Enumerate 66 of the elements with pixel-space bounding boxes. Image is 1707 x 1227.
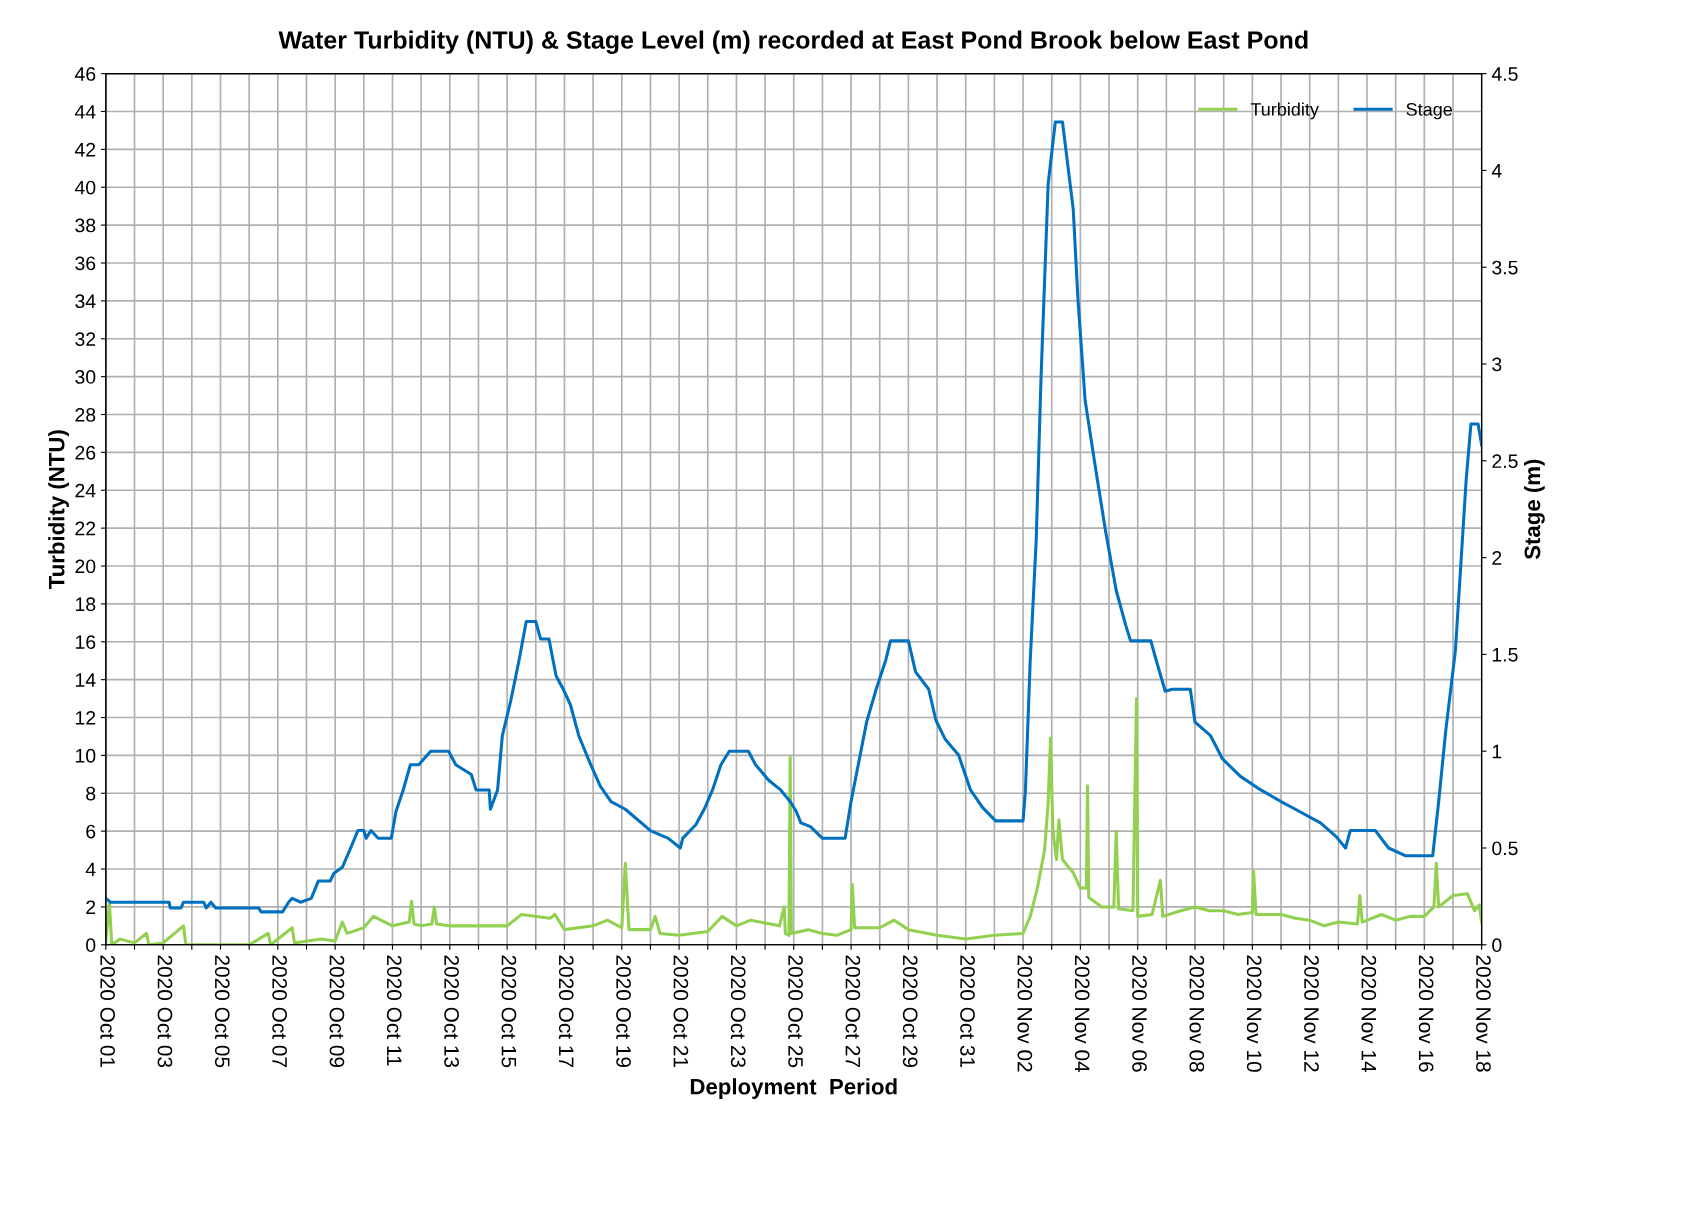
y-tick-label: 24 xyxy=(75,483,96,498)
y2-tick-label: 1 xyxy=(1492,744,1502,759)
y2-tick-label: 4 xyxy=(1491,164,1502,178)
x-tick-label: 2020 Nov 10 xyxy=(1246,955,1262,1072)
y-tick-label: 26 xyxy=(75,445,96,460)
y-tick-label: 12 xyxy=(75,711,96,725)
x-tick-label: 2020 Oct 07 xyxy=(272,955,287,1067)
y-tick-label: 44 xyxy=(74,105,96,119)
x-tick-label: 2020 Oct 25 xyxy=(788,955,803,1068)
y-tick-label: 22 xyxy=(75,521,96,536)
x-tick-label: 2020 Oct 03 xyxy=(157,955,173,1068)
legend-label: Stage xyxy=(1406,102,1452,120)
x-tick-label: 2020 Nov 04 xyxy=(1074,955,1090,1073)
x-tick-label: 2020 Oct 01 xyxy=(100,955,115,1067)
x-tick-label: 2020 Oct 19 xyxy=(616,955,631,1068)
x-axis-title: Deployment Period xyxy=(690,1078,897,1099)
y2-tick-label: 0 xyxy=(1492,938,1502,953)
y-tick-label: 10 xyxy=(75,748,96,763)
x-tick-label: 2020 Oct 13 xyxy=(444,955,459,1068)
y2-tick-label: 1.5 xyxy=(1492,648,1518,662)
x-tick-label: 2020 Oct 21 xyxy=(673,955,689,1067)
y2-axis-title: Stage (m) xyxy=(1523,459,1545,560)
y2-tick-label: 2.5 xyxy=(1492,454,1518,469)
y-tick-label: 16 xyxy=(75,635,96,650)
x-tick-label: 2020 Oct 29 xyxy=(902,955,918,1068)
y-tick-label: 28 xyxy=(75,407,96,422)
legend-label: Turbidity xyxy=(1250,102,1319,120)
y-axis-title: Turbidity (NTU) xyxy=(48,430,69,589)
x-tick-label: 2020 Oct 05 xyxy=(214,955,230,1068)
y-tick-label: 46 xyxy=(74,67,96,81)
x-tick-label: 2020 Nov 14 xyxy=(1361,955,1377,1073)
y-tick-label: 30 xyxy=(75,370,96,384)
y2-tick-label: 0.5 xyxy=(1492,841,1518,856)
y-tick-label: 32 xyxy=(75,332,96,346)
y-tick-label: 34 xyxy=(75,294,96,309)
x-tick-label: 2020 Oct 27 xyxy=(845,955,861,1067)
x-tick-label: 2020 Oct 11 xyxy=(386,955,402,1066)
y-tick-label: 18 xyxy=(75,597,96,612)
y-tick-label: 6 xyxy=(86,824,96,839)
y-tick-label: 42 xyxy=(74,142,96,157)
x-tick-label: 2020 Oct 09 xyxy=(329,955,345,1068)
y-tick-label: 38 xyxy=(75,218,96,233)
x-tick-label: 2020 Nov 12 xyxy=(1304,955,1319,1072)
x-tick-label: 2020 Nov 18 xyxy=(1476,955,1491,1072)
y-tick-label: 20 xyxy=(75,559,96,574)
y-tick-label: 14 xyxy=(75,673,96,687)
x-tick-label: 2020 Oct 31 xyxy=(960,955,975,1067)
y2-tick-label: 2 xyxy=(1492,551,1502,565)
y-tick-label: 0 xyxy=(86,938,96,953)
chart-title: Water Turbidity (NTU) & Stage Level (m) recorded at East Pond Brook below East Pond xyxy=(278,30,1308,54)
x-tick-label: 2020 Oct 15 xyxy=(501,955,517,1068)
x-tick-label: 2020 Nov 16 xyxy=(1418,955,1434,1072)
x-tick-label: 2020 Nov 02 xyxy=(1017,955,1033,1072)
y2-tick-label: 3 xyxy=(1492,357,1502,372)
x-tick-label: 2020 Oct 17 xyxy=(558,955,574,1067)
y-tick-label: 40 xyxy=(74,180,96,195)
line-series xyxy=(105,120,1482,914)
y-tick-label: 2 xyxy=(86,900,96,914)
x-tick-label: 2020 Nov 06 xyxy=(1132,955,1147,1072)
y-tick-label: 36 xyxy=(75,256,96,271)
y-tick-label: 8 xyxy=(86,786,96,801)
y2-tick-label: 4.5 xyxy=(1491,67,1518,81)
y2-tick-label: 3.5 xyxy=(1492,260,1518,275)
x-tick-label: 2020 Nov 08 xyxy=(1189,955,1205,1072)
y-tick-label: 4 xyxy=(85,862,96,877)
x-tick-label: 2020 Oct 23 xyxy=(730,955,746,1068)
